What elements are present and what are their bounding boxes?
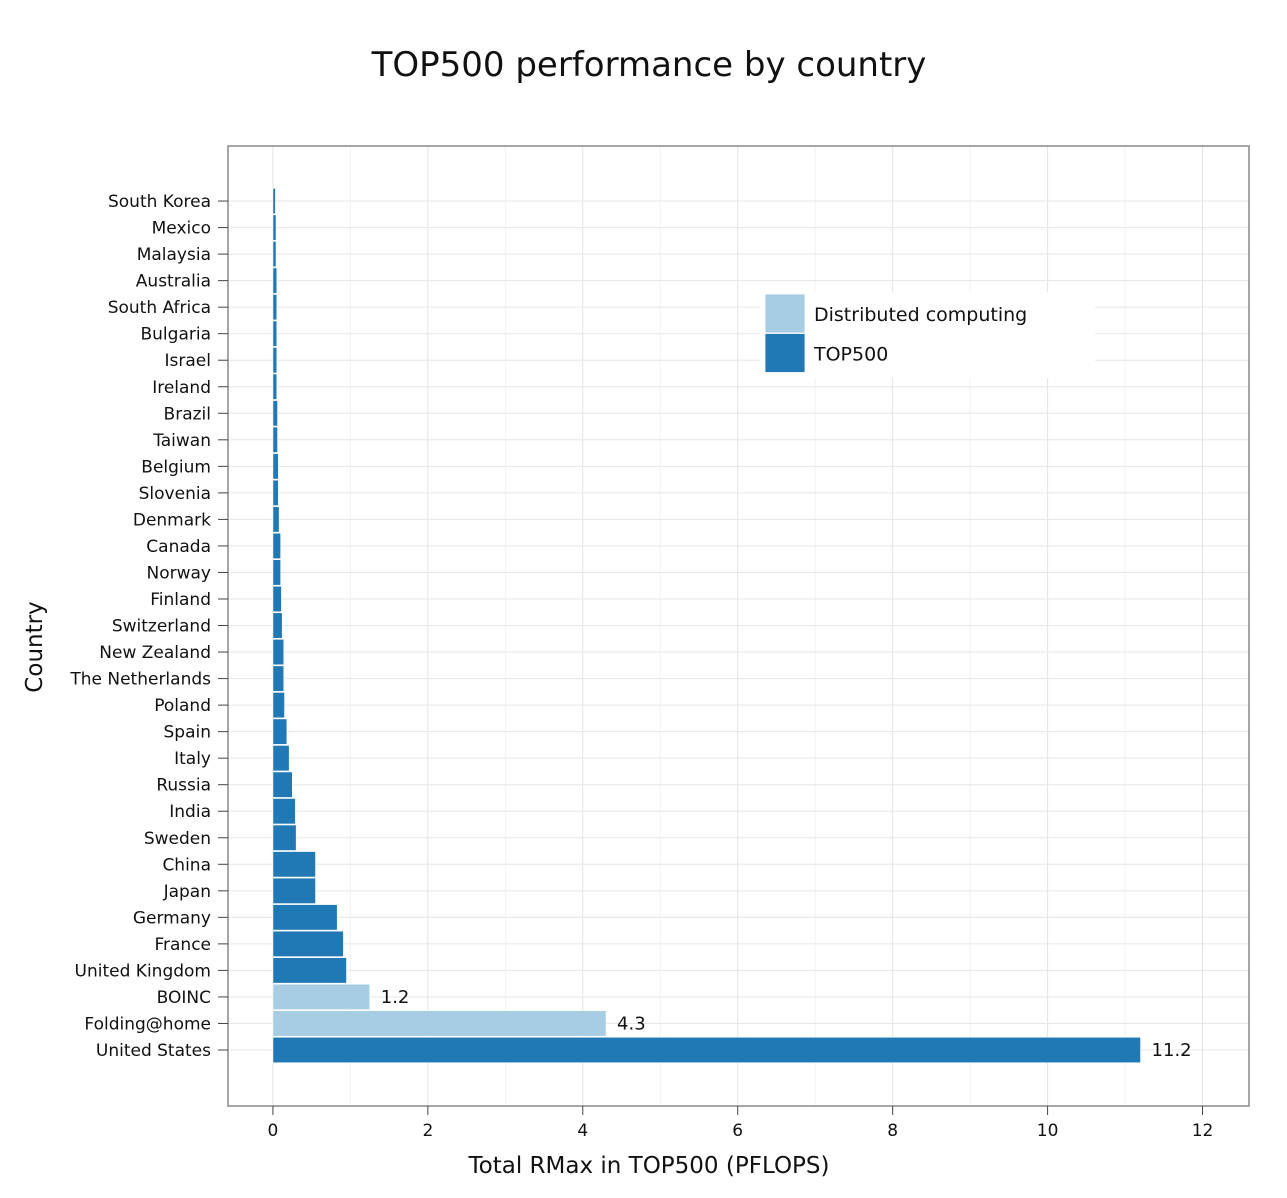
bar — [272, 532, 281, 559]
bar — [272, 320, 278, 347]
x-tick-label: 6 — [732, 1121, 743, 1141]
bar — [272, 426, 278, 453]
y-tick-label: Finland — [150, 590, 211, 610]
bar-value-labels: 11.2 4.3 1.2 — [381, 987, 1192, 1061]
grid-lines — [228, 146, 1249, 1106]
y-tick-label: Spain — [164, 723, 212, 743]
y-tick-label: Malaysia — [137, 245, 211, 265]
bar-value-label: 11.2 — [1152, 1040, 1192, 1061]
bar — [272, 585, 282, 613]
bar — [272, 241, 277, 268]
y-tick-label: Italy — [174, 749, 211, 769]
y-tick-label: China — [162, 855, 211, 875]
legend-key — [764, 333, 806, 373]
bar — [272, 506, 280, 533]
y-tick-label: South Korea — [108, 192, 211, 212]
y-tick-label: France — [154, 935, 211, 955]
bar — [272, 930, 344, 957]
y-tick-label: Folding@home — [84, 1014, 211, 1034]
bar — [272, 612, 283, 639]
bar — [272, 294, 278, 321]
bar — [272, 877, 316, 904]
y-tick-label: Switzerland — [112, 617, 211, 637]
y-axis-title: Country — [22, 601, 48, 692]
y-tick-label: Denmark — [133, 510, 211, 530]
bar — [272, 771, 293, 798]
bar — [272, 983, 371, 1010]
x-tick-label: 8 — [887, 1121, 898, 1141]
bar — [272, 824, 297, 851]
y-tick-label: Germany — [133, 908, 211, 928]
x-tick-label: 0 — [268, 1121, 279, 1141]
legend-label: Distributed computing — [814, 304, 1027, 326]
y-tick-label: Slovenia — [139, 484, 211, 504]
y-tick-label: Japan — [163, 882, 211, 902]
bar — [272, 851, 316, 878]
legend-label: TOP500 — [813, 344, 888, 366]
bar — [272, 798, 296, 825]
bar — [272, 373, 278, 400]
bar — [272, 692, 285, 719]
y-tick-label: Belgium — [141, 457, 211, 477]
y-tick-label: BOINC — [157, 988, 211, 1008]
bar-value-label: 4.3 — [617, 1013, 646, 1034]
x-axis-title: Total RMax in TOP500 (PFLOPS) — [468, 1153, 830, 1179]
y-tick-label: India — [169, 802, 211, 822]
x-axis: 0 2 4 6 8 10 12 — [268, 1106, 1214, 1141]
y-tick-label: Australia — [136, 272, 211, 292]
bar — [272, 187, 276, 215]
bar — [272, 479, 279, 506]
bar — [272, 214, 277, 241]
bar — [272, 1010, 607, 1037]
y-tick-label: United Kingdom — [75, 961, 211, 981]
y-tick-label: The Netherlands — [69, 670, 211, 690]
bar — [272, 665, 285, 692]
bar — [272, 453, 279, 480]
bar — [272, 1036, 1141, 1064]
bar — [272, 638, 285, 666]
bar — [272, 745, 290, 772]
x-tick-label: 12 — [1192, 1121, 1214, 1141]
y-tick-label: Taiwan — [152, 431, 211, 451]
y-tick-label: Norway — [147, 563, 212, 583]
legend-key — [764, 293, 806, 334]
y-tick-label: Canada — [146, 537, 211, 557]
y-tick-label: Israel — [165, 351, 211, 371]
y-tick-label: Sweden — [144, 829, 211, 849]
bar — [272, 904, 338, 931]
legend: Distributed computing TOP500 — [760, 292, 1095, 378]
y-tick-label: Bulgaria — [141, 325, 212, 345]
y-tick-label: Brazil — [164, 404, 211, 424]
y-axis: United States Folding@home BOINC United Kin… — [69, 192, 228, 1061]
y-tick-label: Mexico — [152, 219, 211, 239]
bar — [272, 718, 288, 745]
bar — [272, 347, 278, 374]
bars — [272, 187, 1141, 1064]
y-tick-label: United States — [96, 1041, 211, 1061]
x-tick-label: 4 — [577, 1121, 588, 1141]
y-tick-label: Poland — [154, 696, 211, 716]
x-tick-label: 2 — [422, 1121, 433, 1141]
bar — [272, 267, 278, 294]
y-tick-label: South Africa — [108, 298, 211, 318]
chart-title: TOP500 performance by country — [371, 45, 927, 85]
x-tick-label: 10 — [1037, 1121, 1059, 1141]
bar — [272, 559, 281, 586]
y-tick-label: Ireland — [152, 378, 211, 398]
bar — [272, 400, 278, 427]
bar-value-label: 1.2 — [381, 987, 410, 1008]
y-tick-label: Russia — [156, 776, 211, 796]
y-tick-label: New Zealand — [99, 643, 211, 663]
legend-background — [760, 292, 1095, 378]
bar — [272, 957, 347, 984]
